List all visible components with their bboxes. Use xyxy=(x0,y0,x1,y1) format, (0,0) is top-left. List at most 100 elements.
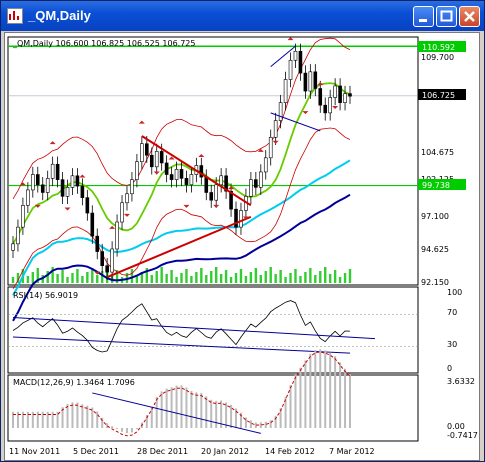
candle-body xyxy=(249,179,253,197)
volume-bar xyxy=(170,270,173,283)
candle-body xyxy=(75,175,80,187)
macd-histogram-bar xyxy=(51,411,54,428)
candle-body xyxy=(298,50,303,74)
macd-histogram-bar xyxy=(284,396,287,428)
volume-bar xyxy=(269,267,272,283)
candle-body xyxy=(348,93,352,97)
macd-histogram-bar xyxy=(319,349,322,428)
candle-body xyxy=(164,162,169,175)
macd-histogram-bar xyxy=(170,387,173,428)
volume-bar xyxy=(140,272,144,283)
candle-body xyxy=(179,169,184,179)
candle-body xyxy=(209,192,214,201)
candle-body xyxy=(50,163,55,179)
macd-histogram-bar xyxy=(299,367,302,428)
candle-body xyxy=(120,202,124,223)
volume-bar xyxy=(239,269,243,283)
rsi-trendline-lower xyxy=(12,336,351,354)
volume-bar xyxy=(214,267,218,283)
macd-histogram-bar xyxy=(130,427,133,433)
rsi-y-tick: 0 xyxy=(447,364,452,373)
x-tick: 28 Dec 2011 xyxy=(137,447,188,456)
candle-body xyxy=(105,265,109,273)
x-tick: 7 Mar 2012 xyxy=(329,447,375,456)
volume-bar xyxy=(200,268,203,283)
macd-histogram-bar xyxy=(304,360,307,428)
volume-bar xyxy=(284,277,287,283)
macd-histogram-bar xyxy=(225,402,228,428)
volume-bar xyxy=(319,271,322,283)
chart-area[interactable]: _QM,Daily 106.600 106.825 106.525 106.72… xyxy=(4,32,480,461)
current-price-box xyxy=(418,89,466,100)
macd-histogram-bar xyxy=(61,407,64,428)
macd-trendline xyxy=(92,392,261,434)
fractal-down-arrow xyxy=(34,204,41,208)
volume-bar xyxy=(274,274,277,283)
volume-bar xyxy=(224,270,228,283)
bollinger-upper xyxy=(12,37,351,200)
macd-histogram-bar xyxy=(269,420,272,428)
macd-histogram-bar xyxy=(150,406,153,428)
volume-bar xyxy=(96,275,99,283)
macd-histogram-bar xyxy=(249,420,252,428)
volume-bar xyxy=(348,269,352,283)
fractal-up-arrow xyxy=(138,120,145,124)
rsi-line xyxy=(12,300,351,353)
candle-body xyxy=(204,176,209,193)
macd-histogram-bar xyxy=(106,423,109,428)
candle-body xyxy=(338,85,342,103)
rsi-panel[interactable] xyxy=(7,286,419,374)
macd-histogram-bar xyxy=(230,404,233,428)
candle-body xyxy=(239,210,243,228)
x-tick: 5 Dec 2011 xyxy=(73,447,119,456)
candle-body xyxy=(145,143,149,156)
volume-bar xyxy=(165,274,168,283)
high-price-label: 110.592 xyxy=(422,43,455,52)
volume-bar xyxy=(46,271,49,283)
rsi-plot xyxy=(8,300,418,354)
volume-bar xyxy=(36,268,39,283)
volume-bar xyxy=(299,276,302,283)
volume-bar xyxy=(309,268,312,283)
volume-bar xyxy=(195,272,198,283)
candle-body xyxy=(308,71,313,92)
macd-histogram-bar xyxy=(215,400,218,428)
candle-body xyxy=(130,179,134,195)
chart-canvas[interactable]: _QM,Daily 106.600 106.825 106.525 106.72… xyxy=(5,33,481,462)
volume-bar xyxy=(101,271,104,283)
minimize-button[interactable] xyxy=(413,6,434,27)
macd-histogram-bar xyxy=(279,408,282,428)
candle-body xyxy=(174,169,179,180)
volume-bar xyxy=(71,273,74,283)
candle-body xyxy=(268,136,273,159)
title-bar[interactable]: _QM,Daily xyxy=(1,1,484,31)
candle-body xyxy=(110,248,114,273)
macd-histogram-bar xyxy=(334,356,337,428)
main-panel[interactable] xyxy=(7,36,419,286)
candle-body xyxy=(273,120,278,138)
volume-bar xyxy=(229,277,233,283)
macd-histogram-bar xyxy=(235,408,238,428)
macd-histogram-bar xyxy=(264,421,267,428)
macd-histogram-bar xyxy=(46,411,49,428)
rsi-y-tick: 30 xyxy=(447,340,457,349)
volume-bar xyxy=(130,269,134,283)
volume-bar xyxy=(26,276,30,283)
volume-bar xyxy=(51,267,54,283)
candle-body xyxy=(263,157,268,173)
maximize-button[interactable] xyxy=(436,6,457,27)
volume-bar xyxy=(249,272,253,283)
candle-body xyxy=(154,151,159,168)
macd-histogram-bar xyxy=(56,411,59,428)
close-button[interactable] xyxy=(459,6,480,27)
x-tick: 11 Nov 2011 xyxy=(9,447,60,456)
fractal-down-arrow xyxy=(123,213,130,217)
volume-bar xyxy=(190,276,193,283)
candle-body xyxy=(40,184,45,193)
bollinger-lower xyxy=(12,127,351,290)
macd-histogram-bar xyxy=(145,415,148,428)
candle-body xyxy=(234,208,238,228)
volume-bar xyxy=(86,272,89,283)
macd-histogram-bar xyxy=(210,399,213,428)
fractal-down-arrow xyxy=(183,204,190,208)
